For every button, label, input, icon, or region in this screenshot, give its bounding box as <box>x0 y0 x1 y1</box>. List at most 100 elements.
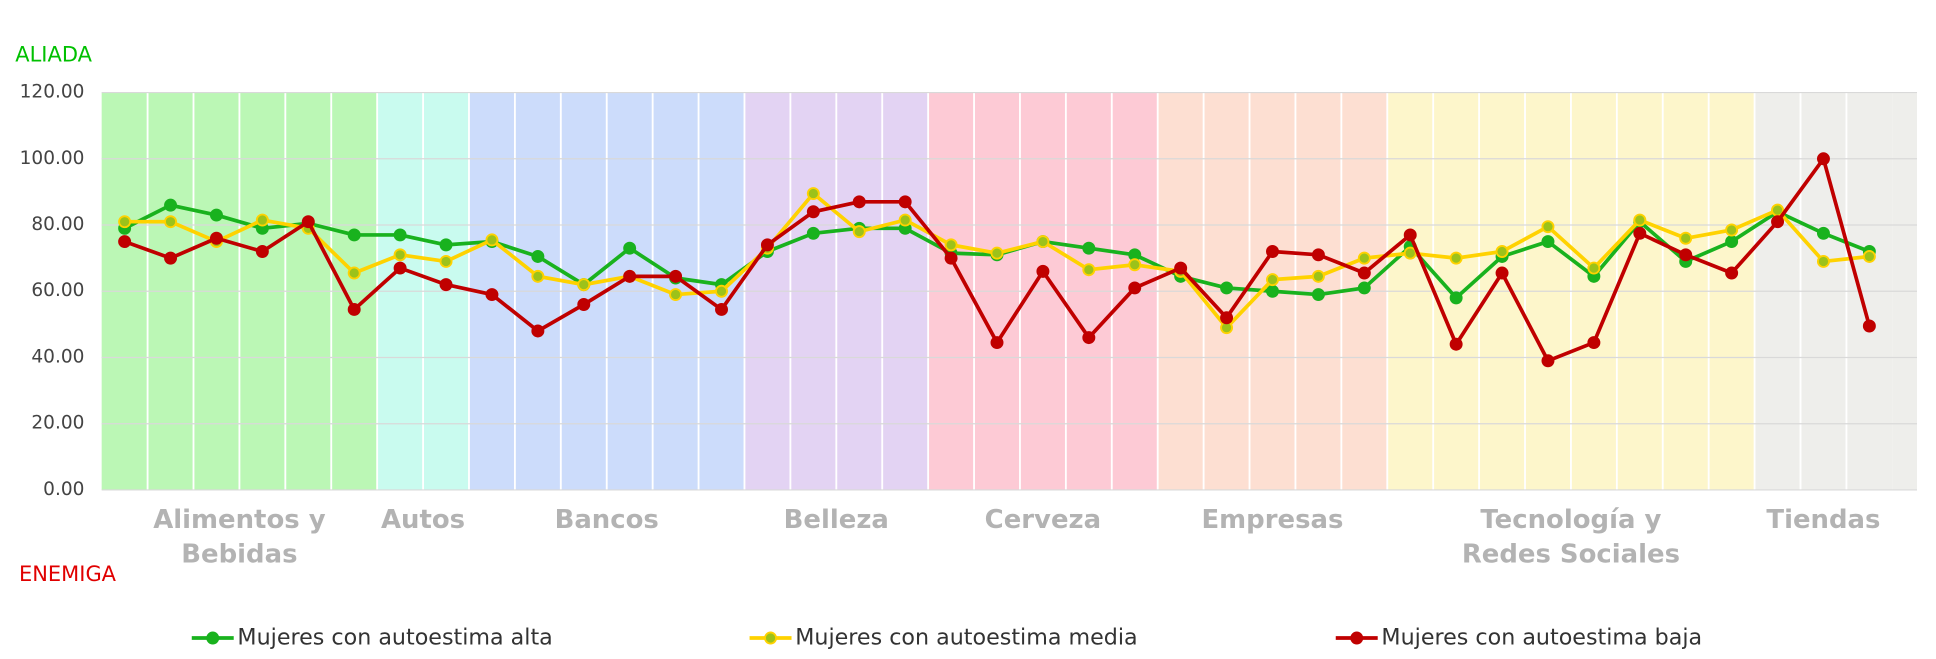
y-tick-label: 120.00 <box>20 82 85 103</box>
series-marker <box>623 241 637 255</box>
series-marker <box>164 198 178 212</box>
group-label-box: Alimentos y Bebidas <box>153 504 326 569</box>
series-marker <box>1220 311 1234 325</box>
series-marker <box>1357 266 1371 280</box>
series-marker <box>715 284 728 298</box>
series-marker <box>531 249 545 263</box>
group-label-box: Belleza <box>783 504 889 535</box>
series-marker <box>1816 226 1830 240</box>
legend-marker <box>206 631 220 645</box>
series-marker <box>255 213 269 227</box>
y-tick-label: 60.00 <box>31 280 84 301</box>
legend-marker <box>764 631 778 645</box>
series-marker <box>347 228 361 242</box>
group-label: Cerveza <box>984 504 1102 535</box>
series-marker <box>806 187 820 201</box>
series-marker <box>485 233 499 247</box>
series-marker <box>1403 246 1417 260</box>
series-marker <box>1357 251 1371 265</box>
group-label: Tiendas <box>1766 504 1881 535</box>
group-label: Autos <box>380 504 466 535</box>
series-marker <box>806 226 820 240</box>
y-tick-label: 80.00 <box>31 214 84 235</box>
series-marker <box>1266 245 1279 258</box>
series-marker <box>944 238 958 252</box>
series-marker <box>1174 261 1188 275</box>
series-marker <box>1128 258 1142 272</box>
series-marker <box>669 288 683 302</box>
group-label-box: Tiendas <box>1766 504 1881 535</box>
series-marker <box>1449 251 1463 265</box>
series-marker <box>1862 249 1876 263</box>
series-marker <box>1082 241 1096 255</box>
series-marker <box>393 261 407 275</box>
series-marker <box>1725 223 1739 237</box>
series-marker <box>898 195 912 209</box>
series-marker <box>760 238 774 252</box>
series-marker <box>439 238 453 252</box>
series-marker <box>990 246 1004 260</box>
series-marker <box>531 269 545 283</box>
series-marker <box>1816 152 1830 166</box>
series-marker <box>1587 336 1601 350</box>
series-marker <box>1403 228 1417 242</box>
group-label: Empresas <box>1201 504 1344 535</box>
y-tick-label: 40.00 <box>31 346 84 367</box>
group-label: Belleza <box>783 504 889 535</box>
series-marker <box>852 195 866 209</box>
series-marker <box>898 213 912 227</box>
series-marker <box>806 205 820 219</box>
group-label: Bancos <box>554 504 659 535</box>
series-marker <box>1587 261 1601 275</box>
series-marker <box>944 251 958 265</box>
series-marker <box>1311 269 1325 283</box>
series-marker <box>1541 220 1555 234</box>
series-marker <box>1036 264 1050 278</box>
series-marker <box>1633 226 1647 240</box>
series-marker <box>852 225 866 239</box>
legend-label: Mujeres con autoestima alta <box>237 625 552 651</box>
series-marker <box>485 288 499 302</box>
series-marker <box>164 251 178 265</box>
series-marker <box>1725 235 1739 249</box>
series-marker <box>1311 288 1325 302</box>
series-marker <box>1311 248 1325 262</box>
series-marker <box>439 278 453 292</box>
series-marker <box>531 324 545 338</box>
y-tick-label: 100.00 <box>20 148 85 169</box>
series-marker <box>1541 354 1555 368</box>
group-label: Alimentos y Bebidas <box>153 504 326 569</box>
series-marker <box>1082 331 1096 345</box>
series-marker <box>164 215 178 229</box>
annotation: ALIADA <box>15 43 92 67</box>
group-label-box: Tecnología y Redes Sociales <box>1462 505 1680 569</box>
series-marker <box>393 248 407 262</box>
series-marker <box>118 235 132 249</box>
series-marker <box>1357 281 1371 295</box>
series-marker <box>1082 263 1096 277</box>
series-marker <box>1449 337 1463 351</box>
series-marker <box>1495 266 1509 280</box>
series-marker <box>1541 235 1555 249</box>
series-marker <box>1816 254 1830 268</box>
group-label-box: Cerveza <box>984 504 1102 535</box>
series-marker <box>715 302 728 316</box>
series-marker <box>1633 213 1647 227</box>
series-marker <box>1220 281 1234 295</box>
series-marker <box>1862 319 1876 333</box>
series-marker <box>1771 215 1785 229</box>
y-tick-label: 0.00 <box>43 479 84 500</box>
series-marker <box>439 254 453 268</box>
series-marker <box>1449 291 1463 305</box>
series-marker <box>1266 284 1279 298</box>
series-marker <box>669 269 683 283</box>
series-marker <box>209 231 223 245</box>
series-marker <box>1266 273 1279 287</box>
series-marker <box>1679 231 1693 245</box>
group-label-box: Autos <box>380 504 466 535</box>
series-marker <box>255 245 269 258</box>
y-tick-label: 20.00 <box>31 413 84 434</box>
series-marker <box>990 336 1004 350</box>
series-marker <box>118 215 132 229</box>
series-marker <box>347 302 361 316</box>
